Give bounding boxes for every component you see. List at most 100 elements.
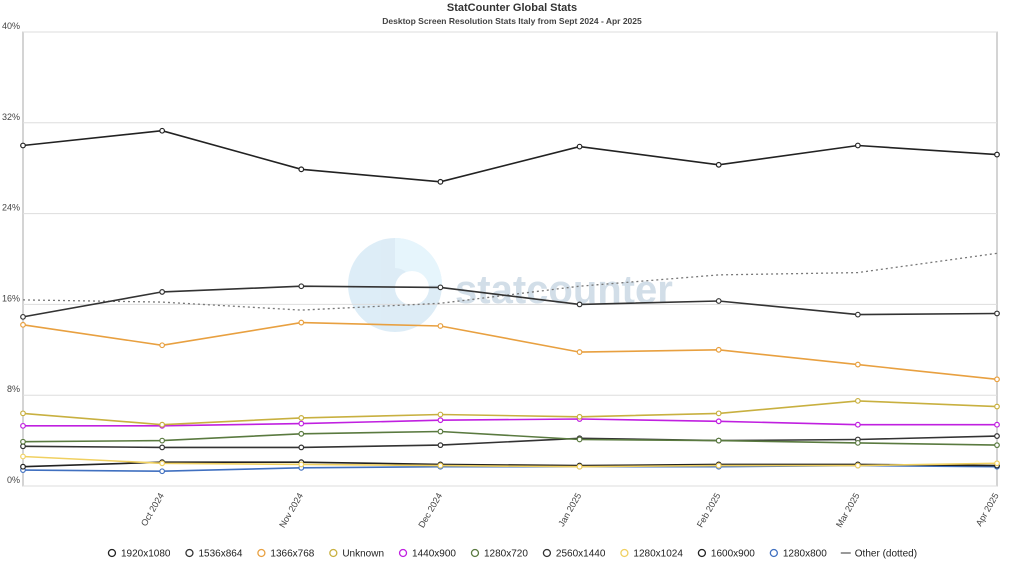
legend-label: 1280x720 bbox=[484, 549, 528, 560]
series-line bbox=[22, 461, 998, 468]
series-line bbox=[22, 321, 998, 381]
legend-swatch bbox=[257, 548, 266, 558]
data-point bbox=[994, 433, 1000, 439]
data-point bbox=[994, 421, 1000, 428]
data-point bbox=[159, 342, 166, 349]
legend-item: 1920x1080 bbox=[107, 548, 171, 560]
legend-label: Other (dotted) bbox=[855, 549, 917, 560]
data-point bbox=[994, 151, 1000, 158]
data-point bbox=[437, 462, 444, 469]
legend-swatch bbox=[620, 548, 629, 558]
data-point bbox=[20, 313, 26, 320]
legend-swatch bbox=[329, 548, 338, 558]
data-point bbox=[576, 349, 583, 355]
data-point bbox=[715, 410, 722, 417]
legend-swatch bbox=[107, 548, 117, 558]
data-point bbox=[20, 410, 26, 417]
legend-label: 2560x1440 bbox=[556, 549, 606, 560]
data-point bbox=[854, 142, 861, 149]
data-point bbox=[159, 421, 166, 428]
x-tick-label: Oct 2024 bbox=[139, 491, 166, 528]
data-point bbox=[715, 161, 722, 168]
legend-item: 1600x900 bbox=[697, 548, 755, 560]
data-point bbox=[298, 430, 305, 437]
legend-label: 1366x768 bbox=[270, 549, 314, 560]
data-point bbox=[437, 442, 444, 449]
data-point bbox=[576, 301, 583, 308]
x-tick-label: Dec 2024 bbox=[416, 491, 444, 529]
data-point bbox=[994, 403, 1000, 410]
watermark: statcounter bbox=[455, 268, 673, 312]
legend-label: Unknown bbox=[342, 549, 384, 560]
series-line bbox=[22, 400, 998, 426]
y-tick-label: 32% bbox=[2, 112, 20, 122]
y-tick-label: 8% bbox=[7, 384, 20, 394]
data-point bbox=[20, 453, 26, 460]
x-tick-label: Nov 2024 bbox=[277, 491, 305, 529]
data-point bbox=[20, 438, 26, 445]
data-point bbox=[437, 417, 444, 424]
data-point bbox=[576, 143, 583, 150]
x-tick-label: Apr 2025 bbox=[974, 491, 1001, 528]
data-point bbox=[854, 439, 861, 446]
data-point bbox=[20, 321, 26, 328]
chart-title: StatCounter Global Stats bbox=[447, 2, 577, 14]
data-point bbox=[576, 413, 583, 420]
data-point bbox=[437, 284, 444, 291]
legend-swatch bbox=[697, 548, 707, 558]
data-point bbox=[854, 462, 861, 469]
data-point bbox=[437, 428, 444, 435]
data-point bbox=[159, 468, 166, 475]
data-point bbox=[715, 462, 722, 469]
data-point bbox=[854, 397, 861, 404]
y-tick-label: 16% bbox=[2, 293, 20, 303]
legend-swatch bbox=[769, 548, 778, 558]
legend-item: 1280x720 bbox=[470, 549, 528, 560]
legend-swatch bbox=[185, 548, 194, 558]
data-point bbox=[437, 323, 444, 329]
data-point bbox=[298, 444, 305, 451]
legend-label: 1280x800 bbox=[783, 549, 827, 560]
data-point bbox=[298, 283, 305, 290]
data-point bbox=[159, 127, 166, 134]
y-tick-label: 40% bbox=[2, 21, 20, 31]
legend-item: 1440x900 bbox=[398, 548, 456, 560]
legend-swatch bbox=[542, 548, 552, 558]
data-point bbox=[854, 361, 861, 368]
data-point bbox=[20, 422, 26, 429]
legend-swatch bbox=[398, 548, 408, 558]
legend-item: 1280x1024 bbox=[620, 548, 683, 560]
data-point bbox=[994, 460, 1000, 467]
legend-item: 2560x1440 bbox=[542, 548, 606, 560]
data-point bbox=[994, 376, 1000, 383]
legend-item: Unknown bbox=[329, 548, 384, 560]
data-point bbox=[994, 442, 1000, 449]
legend-item: 1280x800 bbox=[769, 548, 827, 560]
series-line bbox=[22, 129, 998, 183]
data-point bbox=[715, 298, 722, 304]
y-tick-label: 0% bbox=[7, 475, 20, 485]
x-tick-label: Mar 2025 bbox=[834, 491, 862, 529]
data-point bbox=[715, 418, 722, 425]
data-point bbox=[298, 420, 305, 427]
series-line bbox=[22, 430, 998, 446]
data-point bbox=[159, 289, 166, 295]
data-point bbox=[298, 166, 305, 173]
data-point bbox=[159, 460, 166, 467]
series-line bbox=[22, 435, 998, 449]
chart-subtitle: Desktop Screen Resolution Stats Italy fr… bbox=[382, 16, 642, 26]
legend-label: 1440x900 bbox=[412, 549, 456, 560]
data-point bbox=[20, 463, 26, 470]
data-point bbox=[854, 421, 861, 428]
legend-item: 1536x864 bbox=[185, 548, 243, 560]
legend-item: 1366x768 bbox=[257, 548, 315, 560]
data-point bbox=[298, 319, 305, 326]
series-line bbox=[22, 285, 998, 318]
legend-label: 1920x1080 bbox=[121, 549, 171, 560]
data-point bbox=[715, 346, 722, 353]
y-tick-label: 24% bbox=[2, 203, 20, 213]
data-point bbox=[854, 311, 861, 318]
series-line bbox=[23, 418, 997, 427]
data-point bbox=[437, 178, 444, 185]
